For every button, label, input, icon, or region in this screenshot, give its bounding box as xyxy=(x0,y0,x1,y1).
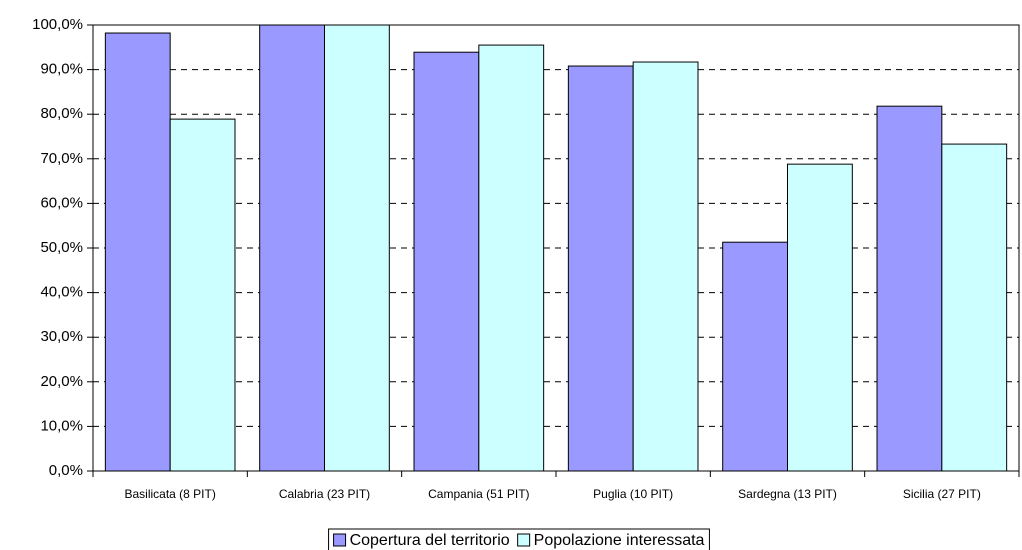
bar xyxy=(787,163,853,472)
y-tick-label: 0,0% xyxy=(49,462,83,479)
plot-border xyxy=(92,24,1020,472)
legend: Copertura del territorio Popolazione inte… xyxy=(333,532,705,549)
legend-swatch xyxy=(517,533,531,547)
bar xyxy=(104,32,171,472)
bar xyxy=(632,61,699,472)
legend-box xyxy=(328,528,710,550)
x-tick-label: Basilicata (8 PIT) xyxy=(124,487,215,501)
legend-swatch xyxy=(333,533,347,547)
x-tick-label: Calabria (23 PIT) xyxy=(279,487,370,501)
x-tick-label: Sicilia (27 PIT) xyxy=(903,487,981,501)
x-tick-label: Puglia (10 PIT) xyxy=(593,487,673,501)
legend-label: Copertura del territorio xyxy=(350,532,510,549)
y-tick-label: 50,0% xyxy=(40,239,83,256)
legend-label: Popolazione interessata xyxy=(534,532,705,549)
bar xyxy=(259,24,325,472)
y-tick-label: 90,0% xyxy=(40,61,83,78)
y-tick-label: 60,0% xyxy=(40,194,83,211)
y-tick-label: 70,0% xyxy=(40,150,83,167)
y-tick-label: 20,0% xyxy=(40,373,83,390)
y-tick-label: 10,0% xyxy=(40,417,83,434)
y-tick-label: 100,0% xyxy=(32,16,83,33)
y-tick-label: 80,0% xyxy=(40,105,83,122)
y-tick-label: 40,0% xyxy=(40,284,83,301)
bar xyxy=(169,118,236,472)
bar xyxy=(324,24,390,472)
bar xyxy=(876,105,943,472)
legend-item: Copertura del territorio xyxy=(333,532,510,549)
legend-item: Popolazione interessata xyxy=(517,532,705,549)
bar xyxy=(413,51,480,472)
y-tick-label: 30,0% xyxy=(40,328,83,345)
x-tick-label: Sardegna (13 PIT) xyxy=(738,487,837,501)
bar xyxy=(478,44,545,472)
bar xyxy=(722,241,788,472)
x-tick-label: Campania (51 PIT) xyxy=(428,487,529,501)
bar xyxy=(941,143,1008,472)
bar xyxy=(567,65,634,472)
